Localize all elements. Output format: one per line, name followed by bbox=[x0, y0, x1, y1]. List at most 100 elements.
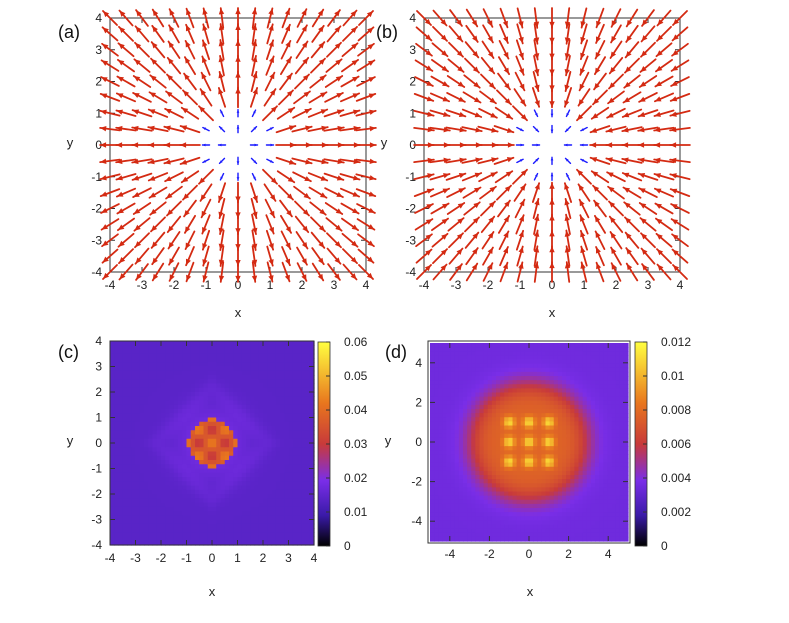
heatmap-cell bbox=[267, 536, 273, 542]
heatmap-cell bbox=[512, 458, 518, 464]
heatmap-cell bbox=[220, 383, 226, 389]
heatmap-cell bbox=[275, 481, 281, 487]
heatmap-cell bbox=[241, 396, 247, 402]
heatmap-cell bbox=[458, 343, 464, 348]
heatmap-cell bbox=[496, 442, 501, 447]
heatmap-cell bbox=[156, 370, 162, 376]
heatmap-cell bbox=[220, 387, 226, 393]
heatmap-cell bbox=[263, 489, 268, 495]
heatmap-cell bbox=[533, 524, 538, 530]
heatmap-cell bbox=[127, 447, 132, 453]
heatmap-cell bbox=[182, 485, 188, 491]
heatmap-cell bbox=[487, 450, 493, 455]
heatmap-cell bbox=[233, 353, 239, 359]
heatmap-cell bbox=[512, 429, 518, 435]
heatmap-cell bbox=[233, 502, 239, 508]
heatmap-cell bbox=[207, 392, 213, 397]
heatmap-cell bbox=[524, 380, 530, 385]
heatmap-cell bbox=[471, 392, 476, 398]
heatmap-cell bbox=[504, 425, 509, 431]
heatmap-cell bbox=[529, 508, 534, 513]
heatmap-cell bbox=[246, 396, 251, 402]
heatmap-cell bbox=[161, 400, 166, 406]
heatmap-cell bbox=[207, 485, 213, 491]
heatmap-cell bbox=[246, 498, 251, 504]
heatmap-cell bbox=[305, 370, 311, 376]
heatmap-cell bbox=[169, 511, 175, 516]
heatmap-cell bbox=[508, 343, 514, 348]
heatmap-cell bbox=[512, 409, 518, 414]
vector-arrowhead bbox=[580, 262, 586, 269]
heatmap-cell bbox=[309, 502, 315, 508]
vector-arrowhead bbox=[638, 142, 645, 148]
heatmap-cell bbox=[520, 421, 526, 427]
heatmap-cell bbox=[541, 536, 547, 542]
heatmap-cell bbox=[118, 409, 124, 414]
heatmap-cell bbox=[512, 343, 518, 348]
vector-arrowhead bbox=[533, 246, 540, 253]
vector-arrowhead bbox=[200, 89, 207, 96]
heatmap-cell bbox=[110, 417, 115, 423]
heatmap-cell bbox=[250, 494, 256, 499]
heatmap-cell bbox=[207, 536, 213, 542]
heatmap-cell bbox=[216, 417, 222, 423]
heatmap-cell bbox=[237, 383, 243, 389]
heatmap-cell bbox=[173, 506, 179, 512]
heatmap-cell bbox=[178, 383, 183, 389]
heatmap-cell bbox=[446, 359, 452, 365]
heatmap-cell bbox=[516, 483, 522, 488]
heatmap-cell bbox=[479, 520, 485, 526]
heatmap-cell bbox=[450, 417, 456, 422]
heatmap-cell bbox=[305, 413, 311, 419]
heatmap-cell bbox=[178, 506, 183, 512]
heatmap-cell bbox=[190, 387, 196, 393]
heatmap-cell bbox=[483, 421, 489, 427]
heatmap-cell bbox=[178, 362, 183, 368]
heatmap-cell bbox=[491, 367, 497, 373]
heatmap-cell bbox=[246, 383, 251, 389]
heatmap-cell bbox=[541, 466, 547, 472]
x-tick-label: -1 bbox=[515, 278, 526, 292]
heatmap-cell bbox=[212, 349, 217, 355]
heatmap-cell bbox=[500, 347, 505, 352]
heatmap-cell bbox=[169, 536, 175, 542]
heatmap-cell bbox=[207, 421, 213, 427]
vector-arrowhead bbox=[591, 171, 599, 177]
vector-arrowhead bbox=[488, 82, 496, 89]
vector-arrowhead bbox=[268, 227, 274, 234]
heatmap-cell bbox=[284, 400, 290, 406]
vector-arrowhead bbox=[236, 125, 240, 129]
heatmap-cell bbox=[212, 443, 217, 448]
vector-arrowhead bbox=[657, 264, 664, 271]
heatmap-cell bbox=[258, 528, 264, 533]
heatmap-cell bbox=[541, 479, 547, 484]
heatmap-cell bbox=[533, 512, 538, 517]
heatmap-cell bbox=[216, 468, 222, 474]
heatmap-cell bbox=[144, 528, 149, 533]
heatmap-cell bbox=[169, 383, 175, 389]
heatmap-cell bbox=[297, 345, 302, 351]
heatmap-cell bbox=[458, 371, 464, 377]
heatmap-cell bbox=[229, 443, 234, 448]
heatmap-cell bbox=[224, 485, 230, 491]
heatmap-cell bbox=[122, 460, 128, 465]
heatmap-cell bbox=[508, 483, 514, 488]
heatmap-cell bbox=[241, 515, 247, 521]
heatmap-cell bbox=[254, 438, 260, 444]
heatmap-cell bbox=[212, 362, 217, 368]
heatmap-cell bbox=[135, 447, 141, 453]
heatmap-cell bbox=[297, 383, 302, 389]
heatmap-cell bbox=[288, 532, 294, 538]
heatmap-cell bbox=[529, 483, 534, 488]
heatmap-cell bbox=[237, 511, 243, 516]
heatmap-cell bbox=[161, 366, 166, 372]
vector-arrowhead bbox=[474, 112, 482, 118]
heatmap-cell bbox=[483, 528, 489, 534]
heatmap-cell bbox=[280, 426, 285, 431]
heatmap-cell bbox=[446, 512, 452, 517]
heatmap-cell bbox=[135, 481, 141, 487]
heatmap-cell bbox=[131, 460, 137, 465]
heatmap-cell bbox=[301, 396, 307, 402]
heatmap-cell bbox=[487, 388, 493, 394]
heatmap-cell bbox=[267, 460, 273, 465]
